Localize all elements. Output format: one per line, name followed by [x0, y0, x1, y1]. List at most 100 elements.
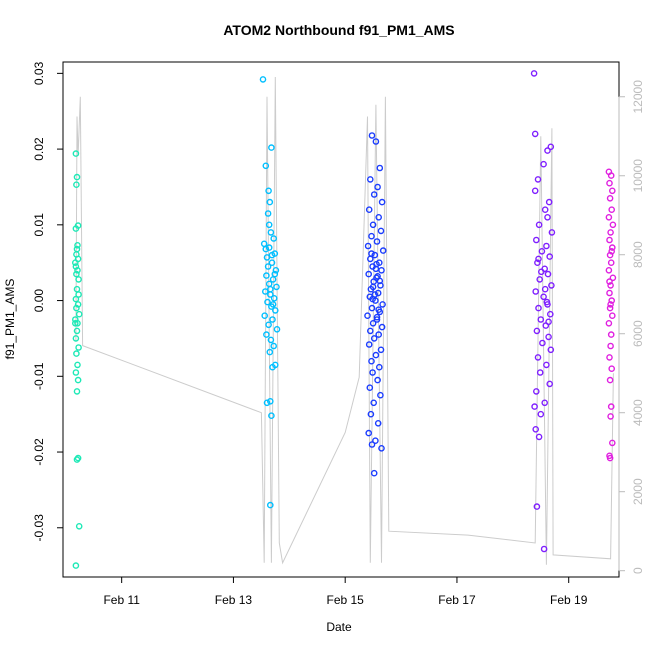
scatter-point — [373, 313, 381, 321]
scatter-point — [72, 295, 80, 303]
scatter-point — [606, 354, 613, 361]
scatter-point — [75, 344, 82, 351]
scatter-point — [533, 503, 541, 510]
scatter-point — [73, 327, 81, 335]
scatter-point — [264, 263, 272, 270]
y-tick-label: -0.01 — [32, 362, 46, 390]
scatter-point — [365, 341, 373, 348]
scatter-point — [73, 304, 80, 312]
series-2 — [364, 132, 387, 477]
scatter-point — [368, 132, 376, 139]
scatter-point — [264, 298, 271, 306]
scatter-point — [73, 270, 80, 278]
y-tick-label: 0.02 — [32, 137, 46, 161]
scatter-point — [73, 173, 81, 181]
scatter-point — [261, 288, 269, 295]
scatter-point — [535, 433, 543, 441]
right-tick-label: 10000 — [631, 159, 645, 193]
scatter-point — [607, 282, 614, 289]
scatter-point — [605, 319, 613, 327]
scatter-point — [264, 210, 272, 217]
scatter-point — [73, 285, 81, 293]
scatter-point — [74, 241, 81, 249]
scatter-point — [375, 213, 383, 221]
scatter-point — [536, 276, 544, 283]
scatter-point — [272, 266, 280, 274]
scatter-point — [379, 247, 387, 254]
scatter-point — [376, 277, 384, 285]
y-tick-label: 0.00 — [32, 289, 46, 313]
scatter-point — [364, 312, 371, 320]
scatter-point — [268, 251, 276, 259]
scatter-point — [372, 265, 380, 273]
x-axis: Feb 11 Feb 13 Feb 15 Feb 17 Feb 19 — [103, 577, 588, 607]
scatter-point — [609, 274, 617, 282]
scatter-point — [606, 194, 614, 202]
scatter-point — [547, 310, 554, 318]
scatter-point — [73, 388, 81, 395]
scatter-point — [370, 469, 378, 477]
scatter-point — [262, 162, 270, 170]
scatter-point — [368, 250, 375, 257]
scatter-point — [273, 283, 280, 291]
scatter-point — [609, 312, 616, 320]
scatter-point — [365, 429, 373, 437]
scatter-point — [268, 259, 276, 267]
scatter-point — [72, 263, 80, 270]
scatter-point — [269, 316, 276, 323]
scatter-point — [74, 319, 81, 327]
right-tick-label: 6000 — [631, 320, 645, 347]
scatter-point — [607, 229, 614, 236]
scatter-point — [531, 187, 539, 195]
scatter-point — [374, 419, 382, 427]
scatter-point — [540, 545, 548, 553]
scatter-point — [605, 213, 613, 221]
scatter-point — [377, 346, 385, 354]
scatter-point — [541, 399, 549, 407]
scatter-point — [368, 441, 376, 448]
scatter-point — [538, 247, 546, 255]
y-axis: -0.03 -0.02 -0.01 0.00 0.01 0.02 0.03 — [32, 61, 63, 541]
scatter-point — [533, 388, 540, 395]
scatter-point — [259, 76, 267, 83]
scatter-point — [607, 259, 615, 267]
scatter-point — [369, 283, 377, 291]
scatter-point — [536, 369, 544, 376]
scatter-point — [537, 316, 545, 323]
scatter-point — [377, 227, 385, 235]
scatter-point — [72, 562, 80, 569]
scatter-point — [535, 304, 542, 312]
scatter-point — [372, 351, 380, 359]
series-1 — [259, 76, 281, 509]
scatter-point — [548, 282, 555, 289]
scatter-point — [371, 251, 379, 259]
scatter-point — [607, 413, 614, 420]
x-tick-label: Feb 19 — [550, 593, 588, 607]
scatter-point — [372, 437, 379, 445]
scatter-point — [379, 301, 386, 308]
scatter-point — [606, 179, 613, 187]
scatter-point — [365, 206, 373, 213]
scatter-point — [261, 312, 269, 320]
scatter-point — [270, 235, 278, 242]
scatter-point — [367, 410, 375, 418]
scatter-point — [366, 176, 374, 183]
scatter-point — [266, 348, 274, 356]
scatter-point — [606, 304, 614, 312]
scatter-point — [267, 229, 275, 236]
scatter-point — [75, 523, 83, 530]
scatter-point — [265, 244, 273, 251]
scatter-point — [531, 130, 539, 138]
right-tick-label: 8000 — [631, 241, 645, 268]
scatter-point — [75, 310, 83, 318]
scatter-point — [545, 333, 552, 341]
scatter-point — [609, 187, 616, 195]
scatter-point — [368, 232, 375, 240]
scatter-point — [269, 276, 277, 283]
scatter-point — [73, 350, 80, 357]
scatter-point — [263, 399, 271, 407]
right-tick-label: 2000 — [631, 478, 645, 505]
scatter-point — [606, 376, 614, 384]
scatter-point — [545, 198, 553, 206]
